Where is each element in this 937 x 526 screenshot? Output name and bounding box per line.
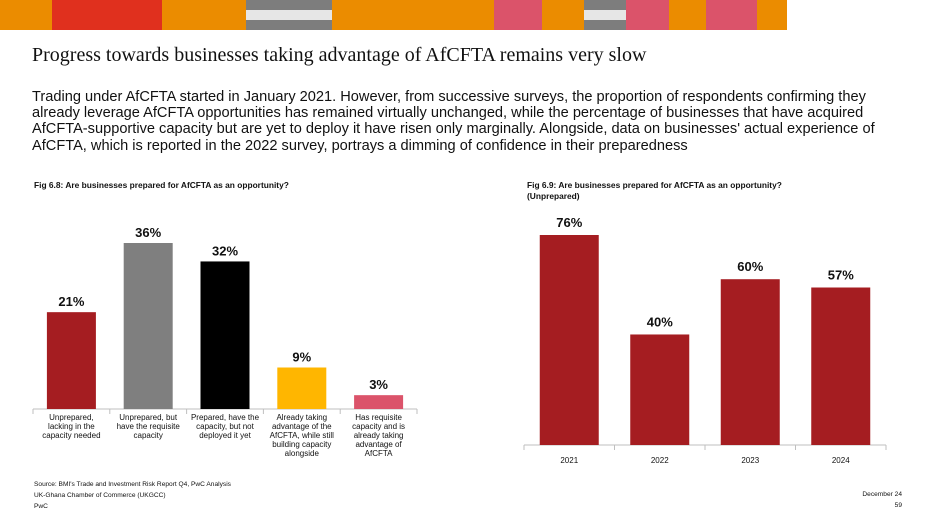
category-label: advantage of [355,440,402,449]
bar [200,261,250,409]
top-bar-segment [757,0,787,30]
top-bar-segment [52,0,117,30]
top-bar-segment [542,0,584,30]
category-label: deployed it yet [199,431,251,440]
top-bar-segment [584,0,626,30]
fig-6-9-title: Fig 6.9: Are businesses prepared for AfC… [527,180,782,201]
category-label: already taking [354,431,404,440]
category-label: 2021 [560,456,578,465]
category-label: Already taking [276,413,327,422]
bar [123,243,173,409]
top-bar-segment [669,0,706,30]
data-label: 60% [737,259,763,274]
top-color-bar [0,0,937,30]
category-label: capacity [134,431,163,440]
category-label: Prepared, have the [191,413,260,422]
bar [720,279,780,445]
top-bar-segment [0,0,52,30]
data-label: 9% [292,350,311,365]
top-bar-stripe [246,10,332,20]
footer-organization: UK-Ghana Chamber of Commerce (UKGCC) [34,492,166,499]
bar [46,312,96,409]
category-label: capacity and is [352,422,405,431]
data-label: 21% [58,294,84,309]
data-label: 40% [647,314,673,329]
page-title: Progress towards businesses taking advan… [32,44,647,66]
category-label: Unprepared, but [119,413,178,422]
bar [354,395,404,409]
bar [811,287,871,445]
data-label: 57% [828,268,854,283]
category-label: advantage of the [272,422,332,431]
data-label: 36% [135,225,161,240]
category-label: 2023 [741,456,759,465]
top-bar-segment [404,0,494,30]
top-bar-segment [246,0,332,30]
category-label: capacity needed [42,431,100,440]
footer-date: December 24 [862,491,902,498]
category-label: Has requisite [355,413,402,422]
data-label: 3% [369,377,388,392]
top-bar-segment [208,0,246,30]
data-label: 76% [556,215,582,230]
top-bar-segment [162,0,208,30]
page-number: 59 [894,502,902,509]
top-bar-segment [626,0,669,30]
category-label: AfCFTA [365,449,394,458]
category-label: 2022 [651,456,669,465]
bar [277,367,327,409]
footer-source: Source: BMI's Trade and Investment Risk … [34,481,231,488]
intro-paragraph: Trading under AfCFTA started in January … [32,89,875,154]
footer-brand: PwC [34,503,48,510]
bar [630,334,690,445]
category-label: capacity, but not [196,422,254,431]
category-label: lacking in the [48,422,95,431]
top-bar-segment [706,0,757,30]
category-label: AfCFTA, while still [270,431,335,440]
category-label: Unprepared, [49,413,93,422]
fig-6-8-title: Fig 6.8: Are businesses prepared for AfC… [34,180,289,190]
category-label: 2024 [832,456,850,465]
category-label: building capacity [272,440,331,449]
bar [539,235,599,445]
top-bar-stripe [584,10,626,20]
top-bar-segment [332,0,404,30]
top-bar-segment [494,0,542,30]
top-bar-segment [117,0,162,30]
category-label: have the requisite [117,422,181,431]
data-label: 32% [212,243,238,258]
category-label: alongside [285,449,320,458]
